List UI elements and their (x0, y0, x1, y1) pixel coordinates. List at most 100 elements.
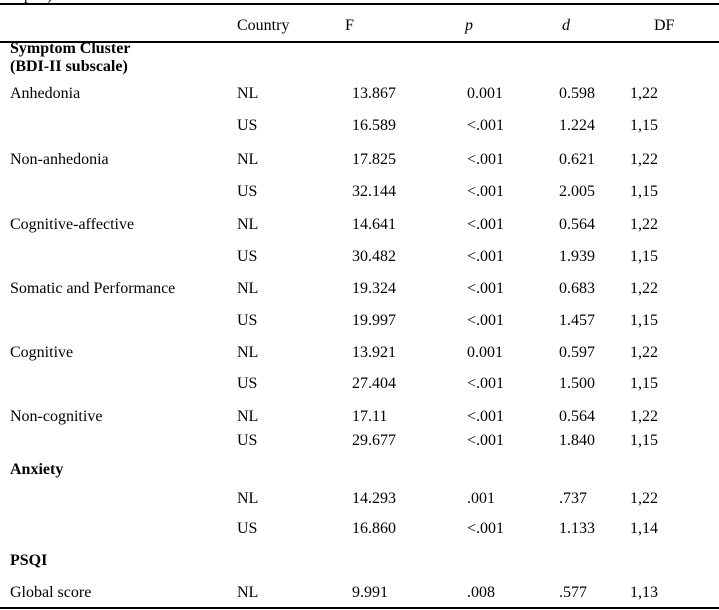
cell-d: 2.005 (559, 183, 595, 200)
section-title-line: (BDI-II subscale) (10, 57, 128, 75)
cell-df: 1,22 (630, 408, 658, 425)
row-label: Global score (10, 584, 92, 601)
cell-country: NL (237, 216, 259, 233)
section-title: Anxiety (10, 461, 63, 479)
cell-f: 29.677 (352, 432, 396, 449)
section-title-line: PSQI (10, 552, 48, 569)
table-row: Non-anhedonia NL 17.825 <.001 0.621 1,22 (0, 150, 719, 172)
cell-df: 1,15 (630, 248, 658, 265)
cell-f: 19.324 (352, 280, 396, 297)
header-underline-rule (0, 41, 719, 43)
cell-country: NL (237, 584, 259, 601)
cell-p: <.001 (467, 432, 505, 449)
cell-d: 1.133 (559, 520, 595, 537)
row-label: Somatic and Performance (10, 280, 176, 297)
cell-country: NL (237, 85, 259, 102)
cell-d: 0.621 (559, 151, 595, 168)
cell-country: US (237, 248, 258, 265)
cell-df: 1,15 (630, 183, 658, 200)
cell-country: US (237, 375, 258, 392)
table-header-row: Country F p d DF (0, 15, 719, 39)
cell-p: .001 (467, 490, 495, 507)
table-row: Somatic and Performance NL 19.324 <.001 0.68… (0, 279, 719, 301)
cell-d: 0.564 (559, 408, 595, 425)
cell-p: <.001 (467, 248, 505, 265)
cell-country: US (237, 312, 258, 329)
table-row: US 16.860 <.001 1.133 1,14 (0, 519, 719, 541)
cell-p: <.001 (467, 408, 505, 425)
cell-f: 13.867 (352, 85, 396, 102)
cell-country: US (237, 117, 258, 134)
cell-country: NL (237, 490, 259, 507)
section-title: PSQI (10, 552, 47, 570)
cell-f: 32.144 (352, 183, 396, 200)
cell-df: 1,22 (630, 280, 658, 297)
cell-f: 14.293 (352, 490, 396, 507)
cell-country: NL (237, 344, 259, 361)
cell-df: 1,22 (630, 216, 658, 233)
cell-country: US (237, 183, 258, 200)
cell-p: <.001 (467, 280, 505, 297)
table-row: Anhedonia NL 13.867 0.001 0.598 1,22 (0, 84, 719, 106)
column-header-df: DF (654, 17, 675, 34)
table-row: Global score NL 9.991 .008 .577 1,13 (0, 583, 719, 605)
table-row: Cognitive NL 13.921 0.001 0.597 1,22 (0, 343, 719, 365)
cell-d: .737 (559, 490, 587, 507)
cell-f: 27.404 (352, 375, 396, 392)
table-row: Cognitive-affective NL 14.641 <.001 0.564 1,2… (0, 215, 719, 237)
table-bottom-rule (0, 607, 719, 609)
row-label: Cognitive-affective (10, 216, 135, 233)
cell-f: 9.991 (352, 584, 388, 601)
cell-df: 1,22 (630, 490, 658, 507)
column-header-p: p (465, 17, 473, 34)
row-label: Non-anhedonia (10, 151, 109, 168)
cell-df: 1,22 (630, 151, 658, 168)
cell-p: <.001 (467, 117, 505, 134)
table-row: US 32.144 <.001 2.005 1,15 (0, 182, 719, 204)
cell-d: .577 (559, 584, 587, 601)
clipped-caption-fragment: p.) (0, 0, 719, 4)
cell-country: NL (237, 280, 259, 297)
cell-df: 1,15 (630, 375, 658, 392)
table-row: Non-cognitive NL 17.11 <.001 0.564 1,22 (0, 407, 719, 429)
cell-df: 1,15 (630, 432, 658, 449)
cell-d: 0.598 (559, 85, 595, 102)
table-row: US 16.589 <.001 1.224 1,15 (0, 116, 719, 138)
cell-f: 16.860 (352, 520, 396, 537)
cell-f: 30.482 (352, 248, 396, 265)
cell-df: 1,15 (630, 312, 658, 329)
cell-f: 17.825 (352, 151, 396, 168)
section-title-line: Symptom Cluster (10, 40, 131, 57)
table-row: US 19.997 <.001 1.457 1,15 (0, 311, 719, 333)
section-title: Symptom Cluster (BDI-II subscale) (10, 40, 130, 75)
cell-f: 17.11 (352, 408, 388, 425)
table-row: US 30.482 <.001 1.939 1,15 (0, 247, 719, 269)
row-label: Cognitive (10, 344, 74, 361)
cell-df: 1,13 (630, 584, 658, 601)
row-label: Non-cognitive (10, 408, 103, 425)
column-header-f: F (345, 17, 354, 34)
cell-country: NL (237, 151, 259, 168)
cell-d: 1.457 (559, 312, 595, 329)
table-top-rule (0, 3, 719, 5)
cell-p: <.001 (467, 375, 505, 392)
cell-f: 14.641 (352, 216, 396, 233)
cell-df: 1,14 (630, 520, 658, 537)
cell-p: <.001 (467, 151, 505, 168)
row-label: Anhedonia (10, 85, 81, 102)
cell-p: <.001 (467, 520, 505, 537)
cell-country: NL (237, 408, 259, 425)
section-title-line: Anxiety (10, 461, 64, 478)
cell-f: 13.921 (352, 344, 396, 361)
cell-p: .008 (467, 584, 495, 601)
table-row: US 27.404 <.001 1.500 1,15 (0, 374, 719, 396)
cell-p: <.001 (467, 183, 505, 200)
cell-d: 1.939 (559, 248, 595, 265)
column-header-country: Country (237, 17, 290, 34)
table-row: US 29.677 <.001 1.840 1,15 (0, 431, 719, 453)
cell-country: US (237, 520, 258, 537)
cell-d: 1.840 (559, 432, 595, 449)
cell-d: 0.597 (559, 344, 595, 361)
cell-df: 1,22 (630, 85, 658, 102)
